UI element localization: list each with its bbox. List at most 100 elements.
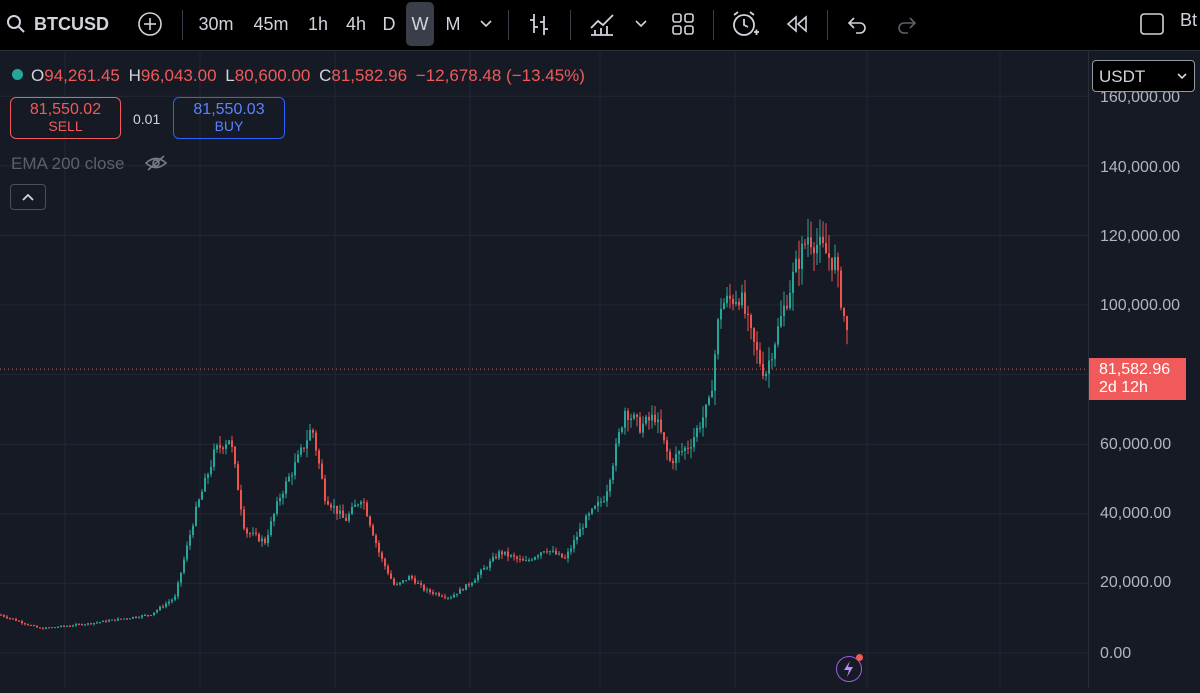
candle-body — [573, 540, 575, 549]
alarm-clock-icon — [733, 11, 759, 36]
candle-body — [756, 341, 758, 350]
candle-body — [552, 550, 554, 552]
candle-body — [708, 397, 710, 405]
high-value: 96,043.00 — [140, 66, 217, 85]
replay-button[interactable] — [782, 0, 812, 48]
candle-body — [480, 569, 482, 575]
price-axis[interactable] — [1088, 51, 1200, 688]
candle-body — [534, 557, 536, 560]
candle-body — [558, 553, 560, 555]
candle-body — [780, 316, 782, 327]
undo-button[interactable] — [843, 0, 871, 48]
candle-body — [561, 553, 563, 558]
candle-body — [381, 552, 383, 559]
candle-body — [672, 460, 674, 464]
candle-body — [39, 627, 41, 629]
candle-body — [96, 622, 98, 624]
y-tick-label: 60,000.00 — [1100, 436, 1172, 453]
interval-4h[interactable]: 4h — [345, 13, 367, 34]
indicators-icon — [590, 14, 614, 36]
symbol-search[interactable]: BTCUSD — [6, 0, 116, 48]
candle-body — [156, 610, 158, 613]
ohlc-legend: O94,261.45 H96,043.00 L80,600.00 C81,582… — [12, 66, 585, 86]
candle-body — [84, 624, 86, 626]
candle-body — [693, 437, 695, 448]
interval-w[interactable]: W — [406, 2, 434, 46]
candle-body — [165, 603, 167, 607]
candle-body — [642, 423, 644, 433]
collapse-legend-button[interactable] — [10, 184, 46, 210]
interval-30m[interactable]: 30m — [198, 13, 234, 34]
candle-body — [831, 257, 833, 271]
candle-body — [522, 559, 524, 561]
candle-body — [690, 447, 692, 449]
candle-body — [309, 429, 311, 441]
candle-body — [357, 504, 359, 506]
candle-body — [42, 628, 44, 630]
redo-button[interactable] — [893, 0, 921, 48]
candle-body — [186, 545, 188, 560]
fullscreen-button[interactable] — [1138, 0, 1166, 48]
indicators-button[interactable] — [585, 0, 619, 48]
candle-body — [651, 414, 653, 421]
rewind-icon — [786, 15, 807, 33]
indicators-dropdown[interactable] — [630, 0, 652, 48]
interval-1h[interactable]: 1h — [307, 13, 329, 34]
sell-button[interactable]: 81,550.02 SELL — [10, 97, 121, 139]
candle-body — [255, 532, 257, 534]
candle-body — [585, 515, 587, 528]
interval-45m[interactable]: 45m — [253, 13, 289, 34]
bar-countdown: 2d 12h — [1099, 379, 1148, 396]
undo-icon — [847, 17, 866, 34]
buy-label: BUY — [214, 118, 244, 134]
candle-body — [438, 593, 440, 596]
candle-body — [570, 548, 572, 552]
chart-canvas[interactable] — [0, 51, 1088, 688]
chart-type-button[interactable] — [524, 0, 554, 48]
candle-body — [408, 576, 410, 581]
toolbar-overflow-label[interactable]: Bt — [1180, 9, 1198, 30]
candle-body — [621, 427, 623, 433]
candle-body — [540, 552, 542, 556]
eye-off-icon[interactable] — [144, 154, 168, 172]
candle-body — [744, 292, 746, 314]
price-chart[interactable] — [0, 51, 1088, 688]
candle-body — [324, 478, 326, 502]
currency-select[interactable]: USDT — [1092, 60, 1195, 92]
interval-dropdown[interactable] — [474, 0, 498, 48]
candle-body — [141, 615, 143, 618]
buy-button[interactable]: 81,550.03 BUY — [173, 97, 285, 139]
interval-d[interactable]: D — [382, 13, 396, 34]
candle-body — [48, 627, 50, 629]
candle-body — [543, 551, 545, 553]
candle-body — [99, 622, 101, 624]
candle-body — [669, 451, 671, 461]
candle-body — [798, 258, 800, 269]
candle-body — [666, 440, 668, 452]
candle-body — [117, 618, 119, 621]
interval-m[interactable]: M — [445, 13, 461, 34]
candle-body — [387, 566, 389, 574]
toolbar-separator — [182, 10, 183, 40]
candle-body — [492, 556, 494, 562]
candle-body — [828, 253, 830, 258]
low-value: 80,600.00 — [234, 66, 311, 85]
candle-body — [432, 592, 434, 594]
candle-body — [738, 301, 740, 306]
candle-body — [729, 295, 731, 299]
candle-body — [771, 359, 773, 361]
compare-button[interactable] — [134, 0, 166, 48]
lightning-button[interactable] — [836, 654, 863, 682]
candle-body — [615, 443, 617, 466]
candle-body — [132, 616, 134, 619]
layout-button[interactable] — [668, 0, 698, 48]
candle-body — [66, 625, 68, 627]
alert-button[interactable] — [728, 0, 762, 48]
candle-body — [207, 474, 209, 478]
toolbar-separator — [508, 10, 509, 40]
candle-body — [726, 295, 728, 304]
candle-body — [345, 517, 347, 521]
candle-body — [435, 593, 437, 595]
candle-body — [120, 618, 122, 620]
candle-body — [342, 510, 344, 518]
